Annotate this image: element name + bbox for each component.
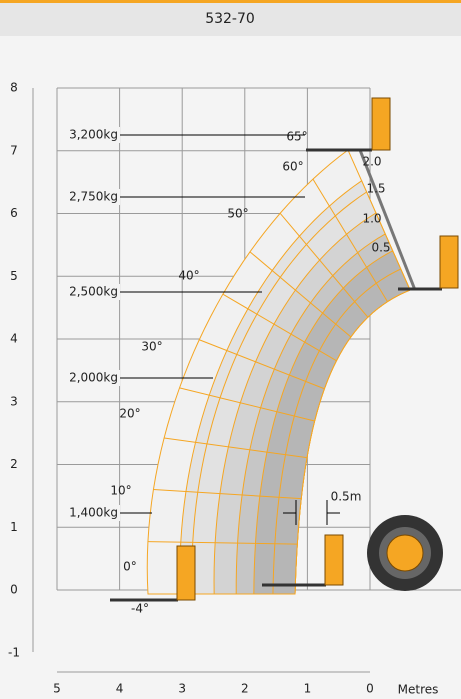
header-accent: [0, 0, 461, 3]
y-tick-label: 0: [10, 583, 18, 597]
angle-label: 10°: [110, 484, 131, 498]
x-tick-label: 3: [178, 682, 186, 696]
x-tick-label: 0: [366, 682, 374, 696]
carriage: [372, 98, 390, 150]
y-tick-label: 6: [10, 206, 18, 220]
load-label: 1,400kg: [69, 506, 118, 520]
extension-label: 1.5: [366, 182, 385, 196]
carriage: [325, 535, 343, 585]
title: 532-70: [205, 11, 255, 27]
load-label: 2,750kg: [69, 190, 118, 204]
wheel-hub: [387, 535, 423, 571]
angle-label: 60°: [282, 160, 303, 174]
y-tick-label: 4: [10, 332, 18, 346]
x-tick-label: 1: [304, 682, 312, 696]
y-tick-label: 7: [10, 143, 18, 157]
angle-label: 20°: [119, 407, 140, 421]
angle-label: 30°: [141, 340, 162, 354]
x-tick-label: 4: [116, 682, 124, 696]
y-tick-label: 1: [10, 520, 18, 534]
y-tick-label: 8: [10, 81, 18, 95]
angle-label: 0°: [123, 560, 137, 574]
load-chart-page: 532-70 8 7 6 5 4 3 2 1 0 -1 5 4 3 2 1 0 Metres 3,200kg 2,7…: [0, 0, 461, 699]
x-tick-label: 2: [241, 682, 249, 696]
angle-label: 50°: [227, 207, 248, 221]
extension-label: 0.5: [371, 241, 390, 255]
angle-label: -4°: [131, 602, 149, 616]
carriage: [177, 546, 195, 600]
load-label: 2,000kg: [69, 371, 118, 385]
y-tick-label: 5: [10, 269, 18, 283]
load-label: 2,500kg: [69, 285, 118, 299]
angle-label: 65°: [286, 130, 307, 144]
dimension-label: 0.5m: [331, 490, 362, 504]
extension-label: 1.0: [362, 212, 381, 226]
x-axis-unit: Metres: [398, 683, 439, 697]
y-tick-label: -1: [8, 645, 20, 659]
angle-label: 40°: [178, 269, 199, 283]
extension-label: 2.0: [362, 155, 381, 169]
y-tick-label: 3: [10, 394, 18, 408]
x-tick-label: 5: [53, 682, 61, 696]
carriage: [440, 236, 458, 288]
y-tick-label: 2: [10, 457, 18, 471]
load-label: 3,200kg: [69, 128, 118, 142]
